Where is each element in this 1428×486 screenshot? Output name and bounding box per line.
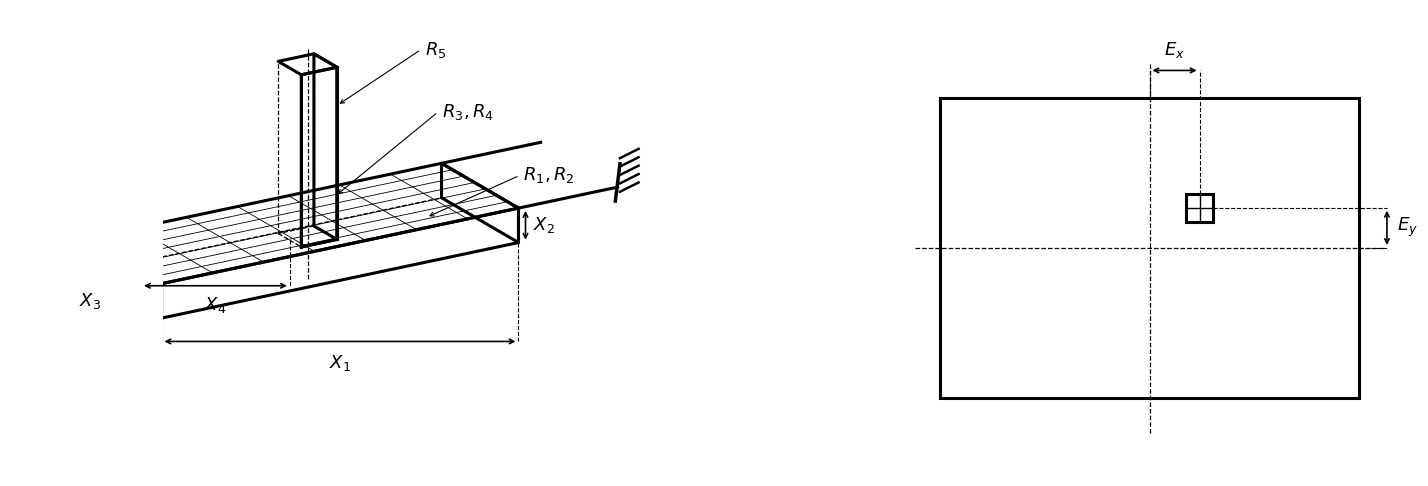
Text: $X_4$: $X_4$ bbox=[204, 295, 227, 315]
Text: $X_2$: $X_2$ bbox=[534, 215, 555, 235]
Text: $X_3$: $X_3$ bbox=[79, 291, 101, 311]
Text: $E_x$: $E_x$ bbox=[1164, 40, 1185, 60]
Text: $R_3, R_4$: $R_3, R_4$ bbox=[441, 102, 494, 122]
Text: $R_1, R_2$: $R_1, R_2$ bbox=[524, 165, 575, 186]
Bar bbox=[1185, 194, 1214, 222]
Text: $X_1$: $X_1$ bbox=[328, 353, 351, 373]
Bar bbox=[940, 98, 1359, 398]
Text: $R_5$: $R_5$ bbox=[424, 39, 446, 59]
Text: $E_y$: $E_y$ bbox=[1397, 216, 1418, 240]
